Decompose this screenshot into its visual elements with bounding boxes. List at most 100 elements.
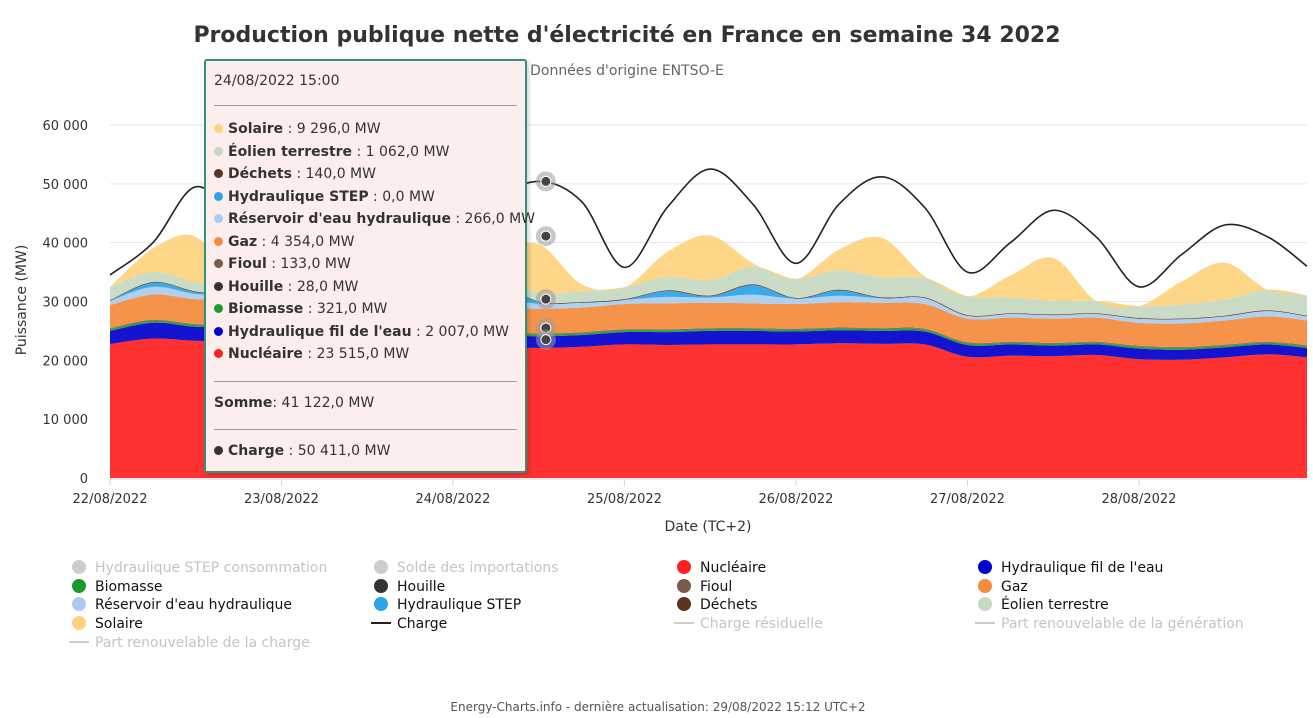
legend-symbol: [978, 597, 992, 611]
hover-marker-nucleaire: [540, 334, 552, 346]
tooltip-row-gaz: Gaz : 4 354,0 MW: [214, 234, 355, 250]
tooltip-row-fioul: Fioul : 133,0 MW: [214, 256, 351, 272]
tooltip-row-value: : 9 296,0 MW: [283, 121, 381, 137]
tooltip-row-value: : 4 354,0 MW: [257, 233, 355, 250]
tooltip-row-value: : 2 007,0 MW: [411, 323, 510, 340]
tooltip-row-label: Réservoir d'eau hydraulique: [228, 211, 451, 227]
area-reservoir-d-eau-hydraulique: [110, 286, 1307, 324]
axes: 0 10 000 20 000 30 000 40 000 50 000 60 000 22/…: [43, 119, 1307, 507]
legend-symbol: [72, 560, 86, 574]
legend-item-houille[interactable]: Houille: [374, 579, 445, 595]
tooltip-row-dot: [214, 214, 223, 223]
legend-symbol: [72, 597, 86, 611]
chart-subtitle: Données d'origine ENTSO-E: [530, 63, 724, 79]
tooltip-row-label: Solaire: [228, 121, 284, 137]
y-tick-label: 0: [80, 472, 88, 487]
tooltip-row-dechets: Déchets : 140,0 MW: [214, 166, 376, 182]
tooltip-row-label: Éolien terrestre: [228, 143, 353, 160]
tooltip-load-dot: [214, 446, 223, 455]
legend-item-dechets[interactable]: Déchets: [677, 597, 757, 613]
legend-label: Déchets: [700, 597, 757, 613]
tooltip-separator: [214, 105, 517, 106]
tooltip-row-dot: [214, 146, 223, 156]
legend-item-hydraulique-step-consommation[interactable]: Hydraulique STEP consommation: [72, 560, 327, 576]
tooltip-row-label: Déchets: [228, 166, 292, 182]
legend-label: Charge résiduelle: [700, 616, 823, 632]
tooltip-row-value: : 321,0 MW: [303, 301, 388, 317]
tooltip-row-hydraulique-fil-de-l-eau: Hydraulique fil de l'eau : 2 007,0 MW: [214, 324, 509, 340]
credits[interactable]: Energy-Charts.info - dernière actualisat…: [450, 700, 865, 714]
legend-item-eolien-terrestre[interactable]: Éolien terrestre: [978, 596, 1109, 613]
tooltip-load-label: Charge: [228, 443, 285, 459]
tooltip: 24/08/2022 15:00 Solaire : 9 296,0 MW Éol…: [204, 59, 535, 473]
legend-item-nucleaire[interactable]: Nucléaire: [677, 560, 766, 576]
x-tick-label: 26/08/2022: [758, 492, 833, 507]
x-axis-title: Date (TC+2): [665, 519, 752, 535]
tooltip-row-label: Houille: [228, 278, 284, 295]
y-tick-label: 60 000: [43, 119, 89, 134]
legend-label: Gaz: [1001, 579, 1028, 595]
tooltip-row-dot: [214, 281, 223, 291]
legend-label: Charge: [397, 616, 447, 632]
legend-symbol: [677, 579, 691, 593]
chart-title: Production publique nette d'électricité …: [193, 23, 1060, 48]
tooltip-row-reservoir-d-eau-hydraulique: Réservoir d'eau hydraulique : 266,0 MW: [214, 211, 535, 227]
legend-item-solaire[interactable]: Solaire: [72, 616, 143, 632]
y-tick-label: 40 000: [43, 237, 89, 252]
legend-symbol: [72, 579, 86, 593]
y-axis-title: Puissance (MW): [14, 245, 30, 356]
legend-symbol: [72, 616, 86, 630]
tooltip-row-value: : 23 515,0 MW: [302, 346, 410, 362]
legend-symbol: [978, 579, 992, 593]
area-eolien-terrestre: [110, 266, 1307, 319]
legend-item-reservoir-d-eau-hydraulique[interactable]: Réservoir d'eau hydraulique: [72, 597, 292, 613]
tooltip-date: 24/08/2022 15:00: [214, 73, 340, 89]
tooltip-row-dot: [214, 349, 223, 358]
legend-label: Nucléaire: [700, 560, 766, 576]
legend-symbol: [677, 597, 691, 611]
tooltip-row-value: : 28,0 MW: [283, 278, 359, 295]
tooltip-separator: [214, 429, 517, 430]
y-tick-label: 30 000: [43, 296, 89, 311]
legend-symbol: [677, 560, 691, 574]
tooltip-row-label: Hydraulique STEP: [228, 188, 369, 205]
legend-item-hydraulique-step[interactable]: Hydraulique STEP: [374, 597, 521, 613]
tooltip-separator: [214, 381, 517, 382]
legend-item-part-renouvelable-de-la-generation[interactable]: Part renouvelable de la génération: [975, 616, 1244, 632]
legend-item-hydraulique-fil-de-l-eau[interactable]: Hydraulique fil de l'eau: [978, 560, 1163, 576]
legend-item-charge-residuelle[interactable]: Charge résiduelle: [674, 616, 823, 632]
legend-item-fioul[interactable]: Fioul: [677, 579, 732, 595]
tooltip-row-hydraulique-step: Hydraulique STEP : 0,0 MW: [214, 189, 435, 205]
legend-symbol: [374, 560, 388, 574]
tooltip-row-dot: [214, 304, 223, 313]
tooltip-row-label: Biomasse: [228, 301, 304, 317]
tooltip-row-label: Nucléaire: [228, 346, 303, 362]
legend-symbol: [374, 579, 388, 593]
x-tick-label: 22/08/2022: [73, 492, 148, 507]
legend-item-solde-des-importations[interactable]: Solde des importations: [374, 560, 558, 576]
tooltip-row-dot: [214, 236, 223, 246]
y-tick-label: 50 000: [43, 178, 89, 193]
x-tick-label: 27/08/2022: [930, 492, 1005, 507]
legend-label: Hydraulique STEP: [397, 597, 521, 613]
x-tick-label: 23/08/2022: [244, 492, 319, 507]
tooltip-row-dot: [214, 326, 223, 336]
legend-label: Part renouvelable de la génération: [1001, 616, 1244, 632]
legend-item-gaz[interactable]: Gaz: [978, 579, 1028, 595]
tooltip-load: Charge : 50 411,0 MW: [214, 443, 390, 459]
tooltip-row-eolien-terrestre: Éolien terrestre : 1 062,0 MW: [214, 144, 449, 160]
legend-item-part-renouvelable-de-la-charge[interactable]: Part renouvelable de la charge: [69, 635, 310, 651]
legend-label: Part renouvelable de la charge: [95, 635, 310, 651]
legend-label: Solde des importations: [397, 560, 558, 576]
hover-markers: [535, 171, 556, 350]
tooltip-sum: Somme: 41 122,0 MW: [214, 395, 375, 411]
y-tick-label: 20 000: [43, 354, 89, 369]
y-tick-label: 10 000: [43, 413, 89, 428]
tooltip-row-houille: Houille : 28,0 MW: [214, 279, 358, 295]
hover-marker-charge: [540, 175, 552, 187]
legend-item-charge[interactable]: Charge: [371, 616, 447, 632]
legend-label: Biomasse: [95, 579, 162, 595]
tooltip-row-dot: [214, 169, 223, 178]
tooltip-row-dot: [214, 191, 223, 201]
legend-item-biomasse[interactable]: Biomasse: [72, 579, 162, 595]
